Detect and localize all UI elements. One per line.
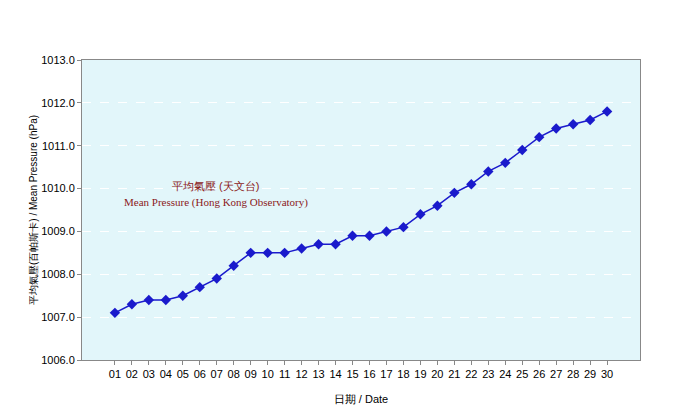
svg-text:1008.0: 1008.0 — [41, 268, 75, 280]
svg-text:04: 04 — [160, 368, 172, 380]
svg-text:28: 28 — [567, 368, 579, 380]
svg-text:26: 26 — [533, 368, 545, 380]
svg-text:15: 15 — [346, 368, 358, 380]
svg-text:1011.0: 1011.0 — [42, 140, 75, 152]
svg-text:平均氣壓 (天文台): 平均氣壓 (天文台) — [172, 180, 259, 192]
svg-text:24: 24 — [499, 368, 511, 380]
svg-text:12: 12 — [295, 368, 307, 380]
svg-text:16: 16 — [363, 368, 375, 380]
svg-text:09: 09 — [245, 368, 257, 380]
svg-text:1007.0: 1007.0 — [41, 311, 75, 323]
svg-text:25: 25 — [516, 368, 528, 380]
svg-text:14: 14 — [329, 368, 341, 380]
svg-text:18: 18 — [397, 368, 409, 380]
svg-text:30: 30 — [601, 368, 613, 380]
svg-text:06: 06 — [194, 368, 206, 380]
svg-text:20: 20 — [431, 368, 443, 380]
svg-text:13: 13 — [312, 368, 324, 380]
svg-text:08: 08 — [228, 368, 240, 380]
svg-text:17: 17 — [380, 368, 392, 380]
svg-text:1012.0: 1012.0 — [41, 97, 75, 109]
svg-text:03: 03 — [143, 368, 155, 380]
svg-text:1010.0: 1010.0 — [41, 182, 75, 194]
svg-text:22: 22 — [465, 368, 477, 380]
svg-text:05: 05 — [177, 368, 189, 380]
svg-text:27: 27 — [550, 368, 562, 380]
svg-text:1009.0: 1009.0 — [41, 225, 75, 237]
svg-text:11: 11 — [279, 368, 290, 380]
svg-text:Mean Pressure (Hong Kong Obser: Mean Pressure (Hong Kong Observatory) — [124, 196, 308, 209]
svg-text:10: 10 — [262, 368, 274, 380]
svg-text:1013.0: 1013.0 — [41, 54, 75, 66]
svg-text:日期 / Date: 日期 / Date — [334, 393, 388, 405]
svg-text:平均氣壓(百帕斯卡) / Mean Pressure (hP: 平均氣壓(百帕斯卡) / Mean Pressure (hPa) — [28, 115, 39, 305]
svg-text:1006.0: 1006.0 — [41, 354, 75, 366]
svg-text:01: 01 — [109, 368, 121, 380]
svg-text:19: 19 — [414, 368, 426, 380]
svg-text:07: 07 — [211, 368, 223, 380]
svg-text:02: 02 — [126, 368, 138, 380]
svg-text:29: 29 — [584, 368, 596, 380]
svg-text:23: 23 — [482, 368, 494, 380]
svg-text:21: 21 — [448, 368, 460, 380]
